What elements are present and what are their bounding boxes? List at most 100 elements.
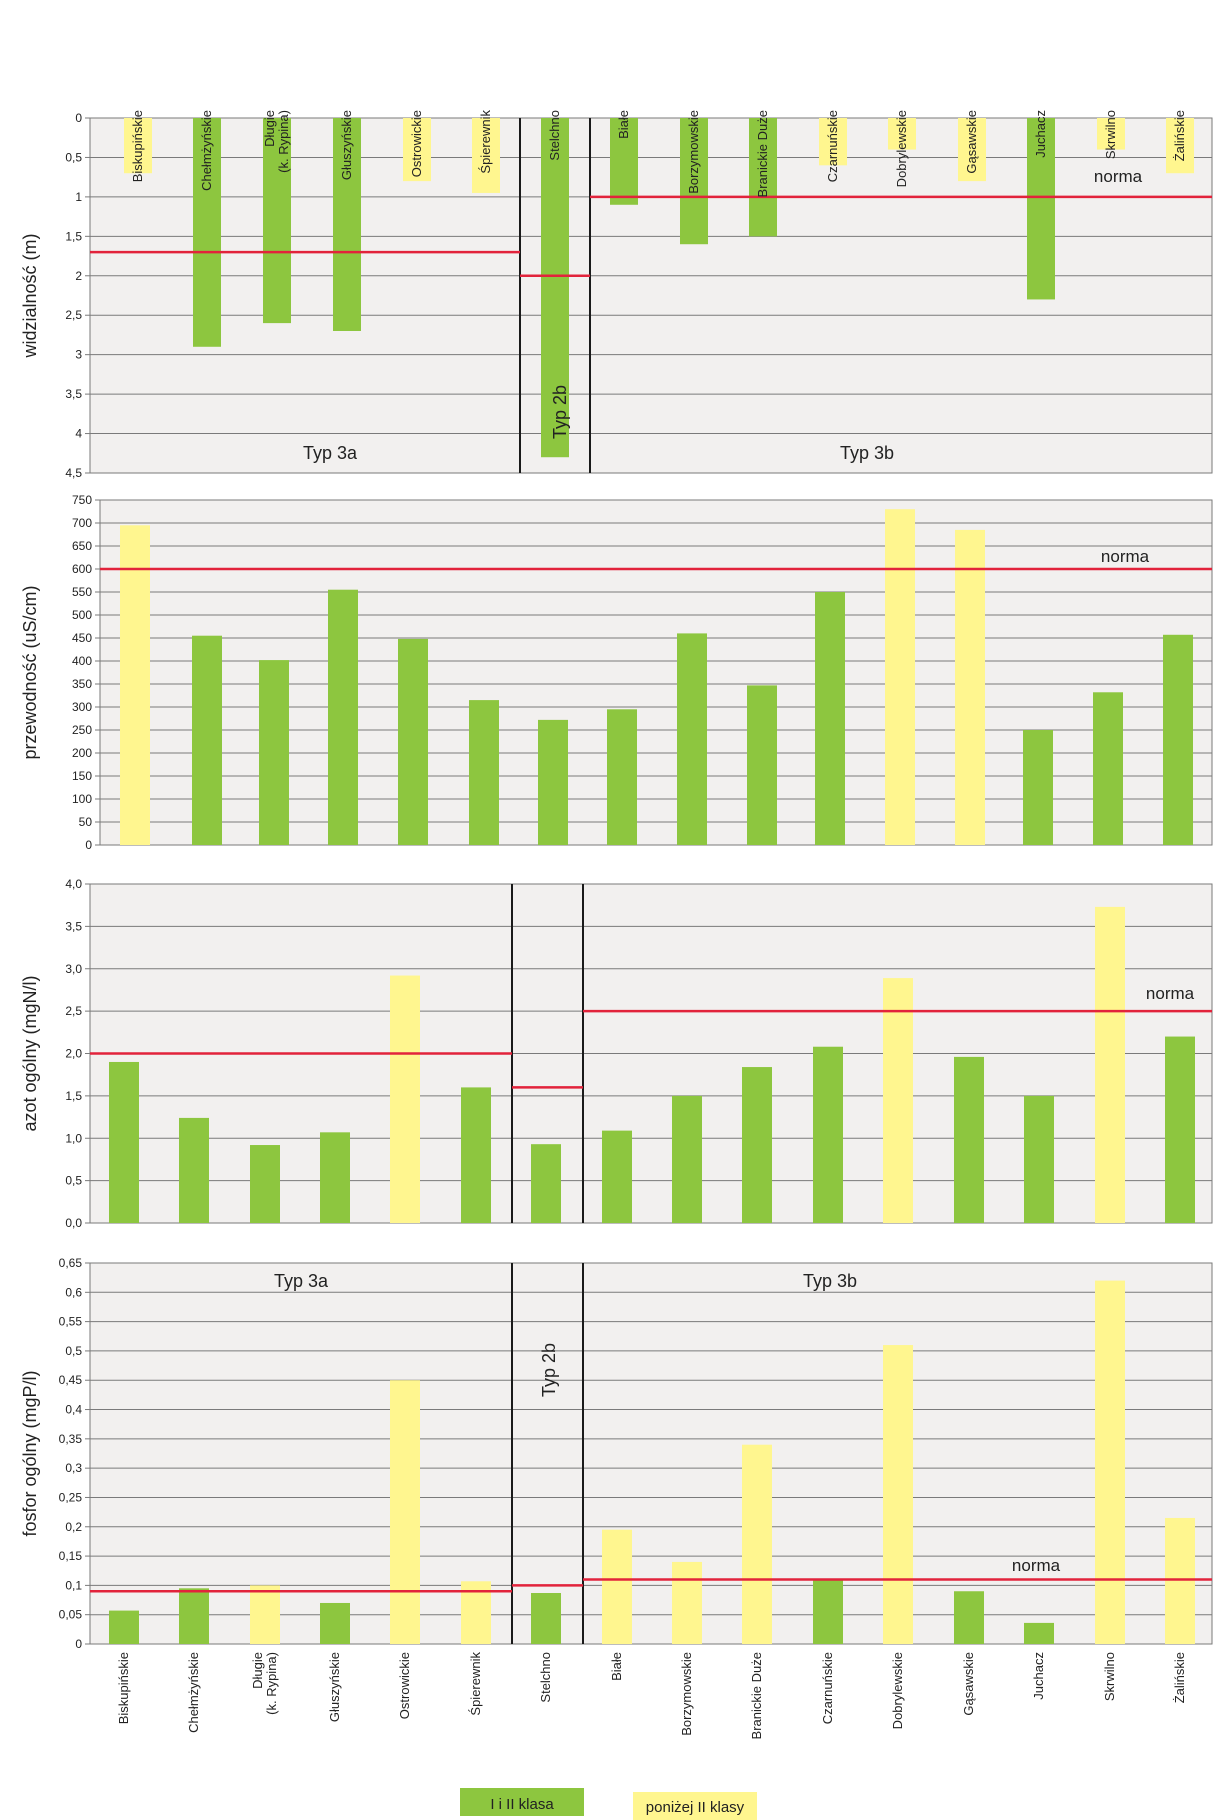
lake-label-bottom: Żalińskie [1172,1652,1187,1703]
y-tick-label: 3 [75,348,82,362]
y-tick-label: 450 [72,631,92,645]
lake-label-top: Gąsawskie [964,110,979,174]
y-tick-label: 2,0 [65,1047,82,1061]
bar [469,700,499,845]
bar [610,118,638,205]
y-tick-label: 0,65 [59,1256,83,1270]
lake-label-line: Śpierewnik [468,1652,483,1716]
y-tick-label: 1 [75,190,82,204]
legend-swatch-green [460,1788,584,1816]
lake-label-bottom: Chełmżyńskie [186,1652,201,1733]
bar [328,589,358,845]
bar [1166,118,1194,174]
lake-label-top: Śpierewnik [478,110,493,174]
lake-label-bottom: Stelchno [538,1652,553,1703]
lake-label-line: Ostrowickie [409,110,424,177]
lake-label-line: Czarnuńskie [820,1652,835,1724]
group-label-typ-3a: Typ 3a [274,1271,329,1291]
lake-label-top: Chełmżyńskie [199,110,214,191]
lake-label-top: Skrwilno [1103,110,1118,159]
y-tick-label: 1,5 [65,1089,82,1103]
y-tick-label: 2 [75,269,82,283]
bar [250,1145,280,1223]
y-tick-label: 2,5 [65,308,82,322]
bar [602,1130,632,1223]
lake-label-bottom: Gąsawskie [961,1652,976,1716]
lake-label-line: Stelchno [547,110,562,161]
bar [955,529,985,845]
lake-label-line: Głuszyńskie [339,110,354,180]
lake-label-bottom: Głuszyńskie [327,1652,342,1722]
bar [179,1117,209,1223]
bar [742,1444,772,1644]
lake-label-top: Żalińskie [1172,110,1187,161]
bar [1165,1517,1195,1644]
y-tick-label: 150 [72,769,92,783]
y-tick-label: 0 [85,838,92,852]
y-tick-label: 0,5 [65,1344,82,1358]
y-tick-label: 0,15 [59,1549,83,1563]
bar [333,118,361,331]
bar [390,1380,420,1644]
y-tick-label: 0,55 [59,1315,83,1329]
y-tick-label: 250 [72,723,92,737]
bar [749,118,777,237]
y-tick-label: 700 [72,516,92,530]
group-label-typ-2b: Typ 2b [550,385,570,439]
y-tick-label: 3,5 [65,919,82,933]
bar [1024,1095,1054,1223]
bar [250,1585,280,1644]
lake-label-top: Branickie Duże [755,110,770,197]
y-tick-label: 4,0 [65,877,82,891]
bar [680,118,708,245]
y-tick-label: 0,25 [59,1490,83,1504]
y-tick-label: 1,5 [65,229,82,243]
bar [672,1095,702,1223]
lake-label-line: Biskupińskie [130,110,145,182]
y-tick-label: 0,6 [65,1285,82,1299]
group-label-typ-3b: Typ 3b [840,443,894,463]
y-tick-label: 200 [72,746,92,760]
y-tick-label: 3,0 [65,962,82,976]
bar [1165,1036,1195,1223]
lake-label-line: (k. Rypina) [264,1652,279,1715]
lake-label-line: Długie [262,110,277,147]
lake-label-line: Skrwilno [1103,110,1118,159]
bar [192,635,222,845]
bar [1097,118,1125,150]
bar [403,118,431,182]
bar [531,1593,561,1644]
lake-label-top: Borzymowskie [686,110,701,194]
lake-label-top: Biskupińskie [130,110,145,182]
lake-label-line: Gąsawskie [961,1652,976,1716]
bar [813,1579,843,1644]
lake-label-line: Biskupińskie [116,1652,131,1724]
lake-label-line: Żalińskie [1172,1652,1187,1703]
bar [672,1561,702,1644]
lake-label-bottom: Długie(k. Rypina) [250,1652,279,1715]
y-tick-label: 500 [72,608,92,622]
y-tick-label: 0,3 [65,1461,82,1475]
chart-panel-3: 0,0 0,5 1,0 1,5 2,0 2,5 3,0 3,5 4,0 azot ogólny (… [20,877,1213,1230]
legend-label-yellow: poniżej II klasy [646,1799,745,1816]
y-tick-label: 0,05 [59,1608,83,1622]
bar [1095,1280,1125,1644]
lake-label-line: Chełmżyńskie [186,1652,201,1733]
y-tick-label: 300 [72,700,92,714]
lake-label-bottom: Juchacz [1031,1652,1046,1700]
bar [120,525,150,845]
lake-label-line: Stelchno [538,1652,553,1703]
bar [677,633,707,845]
bar [883,978,913,1223]
bar [398,638,428,845]
chart-panel-1: 0 0,5 1 1,5 2 2,5 3 3,5 4 4,5 widzialność (m) [20,111,1213,480]
y-tick-label: 600 [72,562,92,576]
y-tick-label: 100 [72,792,92,806]
norma-label: norma [1101,547,1150,566]
y-tick-label: 2,5 [65,1004,82,1018]
lake-label-top: Białe [616,110,631,139]
bar [815,592,845,845]
lake-label-line: Borzymowskie [679,1652,694,1736]
lake-label-line: Borzymowskie [686,110,701,194]
bar [179,1588,209,1644]
